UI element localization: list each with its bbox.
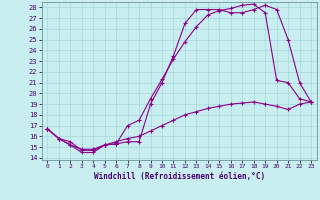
X-axis label: Windchill (Refroidissement éolien,°C): Windchill (Refroidissement éolien,°C) <box>94 172 265 181</box>
